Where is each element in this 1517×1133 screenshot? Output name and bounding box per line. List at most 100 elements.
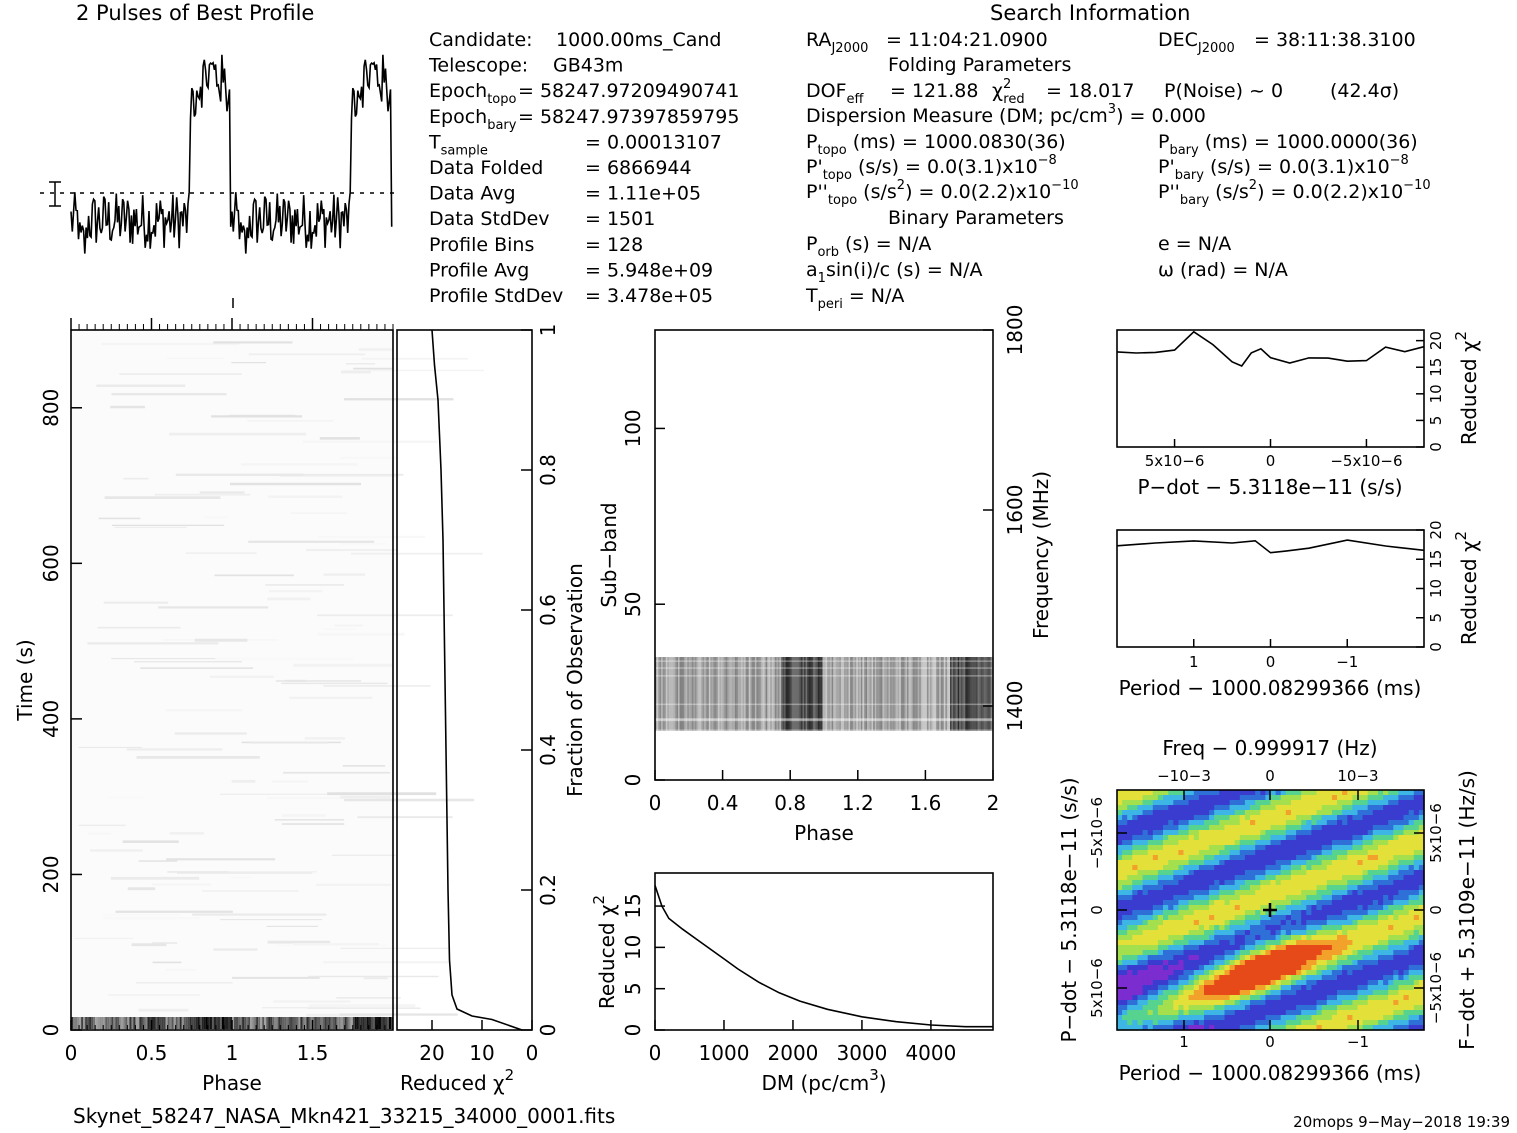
ppdot-cell — [1280, 880, 1287, 886]
ppdot-cell — [1352, 920, 1359, 926]
ppdot-cell — [1280, 820, 1287, 826]
ppdot-cell — [1250, 830, 1256, 836]
subband-column — [890, 657, 893, 731]
time-phase-first-row-cell — [290, 1017, 293, 1029]
time-phase-first-row-cell — [173, 1017, 176, 1029]
ppdot-cell — [1306, 1020, 1313, 1026]
ppdot-cell — [1388, 860, 1394, 866]
ppdot-cell — [1326, 810, 1333, 816]
ppdot-cell — [1291, 1020, 1297, 1026]
ppdot-cell — [1362, 870, 1369, 876]
profile-title: 2 Pulses of Best Profile — [76, 1, 314, 25]
ppdot-cell — [1280, 910, 1287, 916]
ppdot-cell — [1265, 885, 1272, 891]
ppdot-cell — [1347, 1015, 1354, 1021]
ppdot-cell — [1413, 855, 1420, 861]
ppdot-cell — [1342, 1025, 1348, 1031]
ppdot-cell — [1285, 835, 1292, 841]
ppdot-cell — [1117, 980, 1123, 986]
ppdot-cell — [1183, 805, 1190, 811]
ppdot-cell — [1352, 975, 1359, 981]
ppdot-cell — [1260, 1020, 1267, 1026]
ppdot-cell — [1137, 905, 1144, 911]
ppdot-cell — [1219, 1025, 1226, 1031]
ppdot-cell — [1183, 855, 1190, 861]
ppdot-cell — [1418, 960, 1425, 966]
ppdot-cell — [1291, 855, 1297, 861]
ppdot-cell — [1362, 840, 1369, 846]
ppdot-cell — [1260, 825, 1267, 831]
ppdot-cell — [1403, 960, 1410, 966]
ppdot-cell — [1301, 900, 1307, 906]
time-phase-noise — [267, 797, 377, 799]
ppdot-cell — [1331, 855, 1338, 861]
ppdot-cell — [1214, 900, 1220, 906]
subband-ytick-label: 0 — [621, 774, 645, 787]
ppdot-cell — [1357, 880, 1364, 886]
time-phase-noise — [110, 876, 200, 880]
ppdot-cell — [1157, 920, 1164, 926]
ppdot-cell — [1214, 880, 1220, 886]
ppdot-cell — [1378, 805, 1384, 811]
ppdot-cell — [1270, 900, 1277, 906]
time-phase-noise — [219, 793, 349, 795]
info-label-8: Profile Bins — [429, 234, 534, 256]
ppdot-cell — [1342, 1015, 1348, 1021]
info-column-3: DECJ2000 = 38:11:38.3100 Pbary (ms) = 100… — [1158, 29, 1431, 281]
ppdot-cell — [1260, 920, 1267, 926]
ppdot-cell — [1209, 820, 1215, 826]
time-phase-first-row-cell — [141, 1017, 144, 1029]
ppdot-cell — [1331, 1020, 1338, 1026]
ppdot-cell — [1250, 845, 1256, 851]
ppdot-cell — [1198, 900, 1205, 906]
ppdot-cell — [1291, 810, 1297, 816]
ppdot-cell — [1198, 1005, 1205, 1011]
ppdot-cell — [1372, 885, 1379, 891]
ppdot-cell — [1178, 815, 1185, 821]
ppdot-cell — [1239, 830, 1246, 836]
ppdot-cell — [1413, 790, 1420, 796]
ppdot-cell — [1244, 890, 1251, 896]
ppdot-cell — [1413, 925, 1420, 931]
ppdot-cell — [1316, 855, 1323, 861]
ppdot-cell — [1367, 945, 1374, 951]
ppdot-cell — [1296, 995, 1302, 1001]
ppdot-cell — [1209, 790, 1215, 796]
ppdot-cell — [1244, 1015, 1251, 1021]
ppdot-cell — [1311, 935, 1318, 941]
ppdot-cell — [1398, 995, 1405, 1001]
ppdot-cell — [1168, 900, 1174, 906]
ppdot-cell — [1398, 885, 1405, 891]
ppdot-cell — [1357, 965, 1364, 971]
ppdot-cell — [1209, 815, 1215, 821]
time-phase-first-row-cell — [161, 1017, 164, 1029]
ppdot-cell — [1188, 985, 1195, 991]
ppdot-cell — [1260, 830, 1267, 836]
time-phase-first-row-cell — [366, 1017, 369, 1029]
ppdot-cell — [1239, 890, 1246, 896]
subband-xtick-label: 1.6 — [909, 791, 941, 815]
ppdot-cell — [1285, 1015, 1292, 1021]
ppdot-cell — [1244, 815, 1251, 821]
ppdot-cell — [1342, 790, 1348, 796]
subband-column — [770, 657, 773, 731]
ppdot-cell — [1147, 805, 1154, 811]
ppdot-cell — [1178, 975, 1185, 981]
ppdot-cell — [1275, 815, 1282, 821]
ppdot-cell — [1408, 970, 1415, 976]
ppdot-cell — [1291, 980, 1297, 986]
ppdot-cell — [1378, 940, 1384, 946]
time-phase-first-row-cell — [316, 1017, 319, 1029]
phase-axis-label-left: Phase — [202, 1071, 262, 1095]
ppdot-cell — [1347, 790, 1354, 796]
ppdot-cell — [1209, 835, 1215, 841]
time-phase-xtick-label: 1 — [226, 1041, 239, 1065]
ppdot-cell — [1413, 865, 1420, 871]
ppdot-cell — [1275, 965, 1282, 971]
ppdot-cell — [1301, 790, 1307, 796]
subband-column — [977, 657, 980, 731]
time-phase-noise — [267, 597, 311, 601]
subband-column — [805, 657, 808, 731]
subband-column — [937, 657, 940, 731]
subband-image — [655, 657, 994, 731]
